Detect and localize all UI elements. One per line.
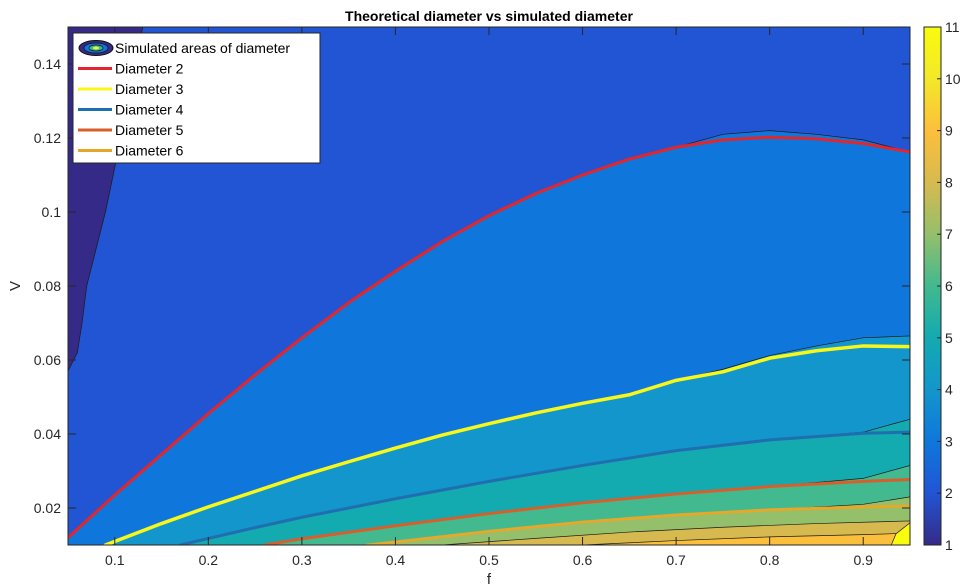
legend-entry-label: Diameter 5 [115,122,184,138]
x-axis-label: f [487,571,492,587]
y-tick-label: 0.12 [34,130,61,146]
colorbar-tick-label: 6 [945,278,953,294]
colorbar-tick-label: 10 [945,71,961,87]
series-line-diameter-6 [365,504,910,545]
colorbar-tick-label: 3 [945,433,953,449]
contour-swatch-icon-core [93,46,99,50]
y-axis-ticks: 0.02 0.04 0.06 0.08 0.1 0.12 0.14 [34,56,910,516]
legend-entry-label: Diameter 2 [115,61,184,77]
series-line-diameter-4 [178,430,910,545]
x-tick-label: 0.7 [666,552,686,568]
contour-region-level-11 [890,522,910,545]
y-tick-label: 0.08 [34,278,61,294]
x-tick-label: 0.4 [386,552,406,568]
x-axis-ticks: 0.1 0.2 0.3 0.4 0.5 0.6 0.7 0.8 0.9 [105,27,873,568]
legend-entry-label: Diameter 6 [115,143,184,159]
y-tick-label: 0.02 [34,500,61,516]
diameter-curves [68,135,910,545]
y-tick-label: 0.04 [34,426,61,442]
colorbar-tick-label: 2 [945,485,953,501]
series-line-diameter-2 [68,135,910,540]
x-tick-label: 0.1 [105,552,125,568]
x-tick-label: 0.3 [292,552,312,568]
legend: Simulated areas of diameter Diameter 2 Dia… [72,32,321,164]
x-tick-label: 0.6 [573,552,593,568]
series-line-diameter-3 [103,344,910,545]
colorbar-tick-label: 9 [945,123,953,139]
plot-area: 0.1 0.2 0.3 0.4 0.5 0.6 0.7 0.8 0.9 0.02 0.04 0.06… [34,26,911,568]
chart-title: Theoretical diameter vs simulated diamet… [345,8,633,24]
legend-box [72,32,321,164]
y-axis-label: V [7,281,24,291]
legend-entry-label: Diameter 4 [115,102,184,118]
y-tick-label: 0.06 [34,352,61,368]
colorbar-tick-label: 1 [945,537,953,553]
x-tick-label: 0.9 [853,552,873,568]
colorbar-tick-label: 8 [945,174,953,190]
legend-entry-label: Diameter 3 [115,81,184,97]
y-tick-label: 0.1 [42,204,62,220]
colorbar-tick-label: 7 [945,226,953,242]
x-tick-label: 0.2 [199,552,219,568]
colorbar: 1 2 3 4 5 6 7 8 9 10 11 [923,19,961,553]
series-line-diameter-5 [262,478,910,545]
colorbar-tick-label: 4 [945,382,953,398]
legend-entry-label: Simulated areas of diameter [115,40,290,56]
x-tick-label: 0.5 [479,552,499,568]
colorbar-tick-label: 5 [945,330,953,346]
y-tick-label: 0.14 [34,56,61,72]
colorbar-tick-label: 11 [945,19,960,35]
x-tick-label: 0.8 [760,552,780,568]
